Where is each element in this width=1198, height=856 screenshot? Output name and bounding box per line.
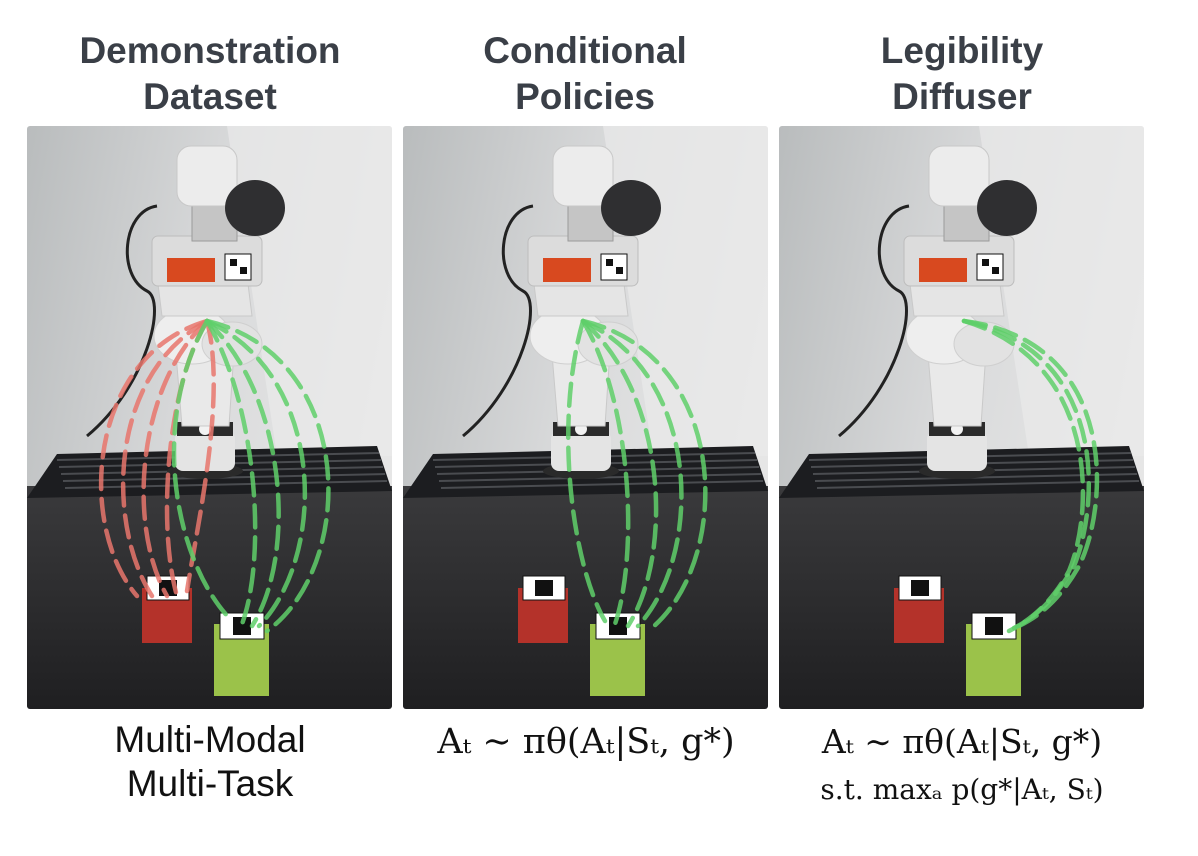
- robot-gripper-orange: [919, 258, 967, 282]
- caption-line-1: Multi-Modal: [114, 719, 306, 760]
- caption-policy-formula: Aₜ ∼ πθ(Aₜ|Sₜ, g*): [386, 718, 786, 766]
- robot-gripper-orange: [543, 258, 591, 282]
- robot-cable: [462, 204, 534, 438]
- robot-head: [928, 145, 990, 207]
- robot-base: [927, 431, 987, 471]
- red-trajectory: [184, 318, 216, 594]
- heading-line-2: Policies: [515, 76, 655, 117]
- heading-line-1: Conditional: [483, 30, 687, 71]
- robot-head: [176, 145, 238, 207]
- green-trajectory: [204, 318, 308, 629]
- green-trajectory: [580, 318, 659, 629]
- formula-line-2: s.t. maxₐ p(g*|Aₜ, Sₜ): [820, 773, 1104, 806]
- green-trajectory: [580, 318, 684, 629]
- aruco-marker-robot: [600, 253, 628, 281]
- table-top: [27, 486, 392, 709]
- robot-base: [551, 431, 611, 471]
- robot-gripper-orange: [167, 258, 215, 282]
- robot-photo-demonstration: [27, 126, 392, 709]
- robot-scene-3: [779, 126, 1144, 709]
- robot-cable: [86, 204, 158, 438]
- red-trajectory: [98, 318, 210, 599]
- formula-line-1: Aₜ ∼ πθ(Aₜ|Sₜ, g*): [821, 722, 1103, 761]
- robot-base: [175, 431, 235, 471]
- table-top: [403, 486, 768, 709]
- green-trajectory: [961, 318, 1100, 629]
- caption-legibility-formula: Aₜ ∼ πθ(Aₜ|Sₜ, g*) s.t. maxₐ p(g*|Aₜ, Sₜ…: [762, 718, 1162, 814]
- robot-scene-2: [403, 126, 768, 709]
- caption-line-2: Multi-Task: [126, 763, 294, 804]
- heading-legibility-diffuser: Legibility Diffuser: [772, 28, 1152, 120]
- rail-slot: [816, 480, 1140, 489]
- heading-demonstration-dataset: Demonstration Dataset: [20, 28, 400, 120]
- red-trajectory: [120, 318, 210, 599]
- green-trajectory: [566, 318, 608, 624]
- robot-photo-legibility: [779, 126, 1144, 709]
- robot-cable: [838, 204, 910, 438]
- heading-line-2: Dataset: [143, 76, 277, 117]
- aruco-marker-robot: [976, 253, 1004, 281]
- heading-line-2: Diffuser: [892, 76, 1032, 117]
- green-trajectory: [580, 318, 708, 634]
- robot-head-cap: [225, 180, 285, 236]
- green-trajectory: [580, 318, 631, 627]
- robot-head-cap: [601, 180, 661, 236]
- rail-slot: [440, 480, 764, 489]
- heading-line-1: Demonstration: [79, 30, 341, 71]
- robot-scene-1: [27, 126, 392, 709]
- rail-slot: [64, 480, 388, 489]
- robot-photo-conditional: [403, 126, 768, 709]
- heading-conditional-policies: Conditional Policies: [395, 28, 775, 120]
- green-trajectory: [204, 318, 281, 629]
- green-trajectory: [204, 318, 258, 627]
- aruco-marker-robot: [224, 253, 252, 281]
- table-top: [779, 486, 1144, 709]
- robot-head: [552, 145, 614, 207]
- red-trajectory: [141, 318, 210, 599]
- formula-line-1: Aₜ ∼ πθ(Aₜ|Sₜ, g*): [437, 722, 735, 762]
- robot-head-cap: [977, 180, 1037, 236]
- green-trajectory: [171, 318, 235, 624]
- caption-multi-modal: Multi-Modal Multi-Task: [20, 718, 400, 806]
- green-trajectory: [204, 318, 331, 634]
- green-trajectory: [961, 318, 1086, 634]
- heading-line-1: Legibility: [880, 30, 1044, 71]
